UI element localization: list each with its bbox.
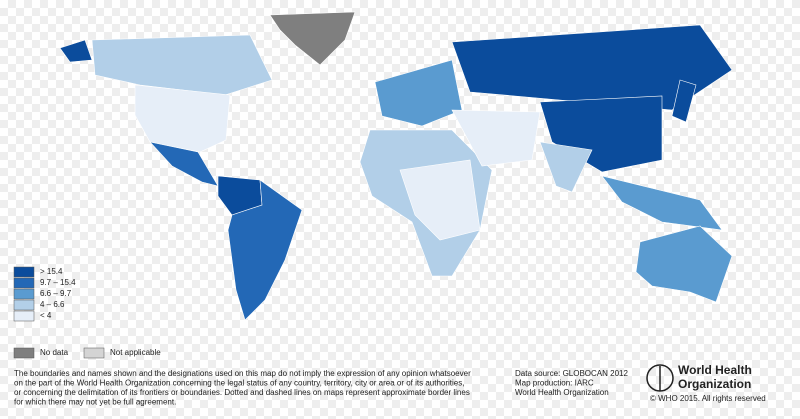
central-america — [149, 141, 219, 187]
copyright: © WHO 2015. All rights reserved — [650, 394, 766, 403]
legend-label: < 4 — [40, 311, 52, 320]
legend-label: 9.7 – 15.4 — [40, 278, 76, 287]
org-name: World Health — [678, 363, 752, 377]
middle-east — [451, 109, 541, 167]
legend-swatch — [83, 347, 105, 359]
central-africa — [399, 159, 481, 241]
disclaimer-line: for which there may not yet be full agre… — [14, 398, 176, 407]
europe — [374, 59, 463, 127]
southeast-asia — [601, 175, 723, 231]
disclaimer-line: The boundaries and names shown and the d… — [14, 369, 471, 378]
alaska — [59, 39, 93, 63]
disclaimer-line: on the part of the World Health Organiza… — [14, 379, 464, 388]
russia — [451, 24, 733, 111]
usa — [134, 84, 231, 153]
japan — [671, 79, 697, 123]
legend-label: 6.6 – 9.7 — [40, 289, 72, 298]
legend-swatch — [13, 288, 35, 300]
legend: > 15.4 9.7 – 15.4 6.6 – 9.7 4 – 6.6 < 4 No da… — [13, 266, 161, 359]
canada — [91, 34, 273, 96]
greenland — [269, 11, 356, 66]
legend-label: 4 – 6.6 — [40, 300, 65, 309]
disclaimer: The boundaries and names shown and the d… — [14, 369, 471, 407]
source-line: World Health Organization — [515, 388, 609, 397]
south-america — [227, 179, 303, 321]
legend-swatch — [13, 347, 35, 359]
legend-label: > 15.4 — [40, 267, 63, 276]
india — [539, 141, 593, 193]
australia — [635, 225, 733, 303]
legend-swatch — [13, 266, 35, 278]
legend-swatch — [13, 277, 35, 289]
world-map — [59, 11, 733, 321]
legend-swatch — [13, 310, 35, 322]
org-name: Organization — [678, 377, 751, 391]
legend-label: Not applicable — [110, 348, 161, 357]
source-line: Data source: GLOBOCAN 2012 — [515, 369, 628, 378]
who-logo — [646, 364, 674, 392]
legend-label: No data — [40, 348, 69, 357]
disclaimer-line: or concerning the delimitation of its fr… — [14, 388, 470, 397]
legend-swatch — [13, 299, 35, 311]
source-line: Map production: IARC — [515, 379, 594, 388]
